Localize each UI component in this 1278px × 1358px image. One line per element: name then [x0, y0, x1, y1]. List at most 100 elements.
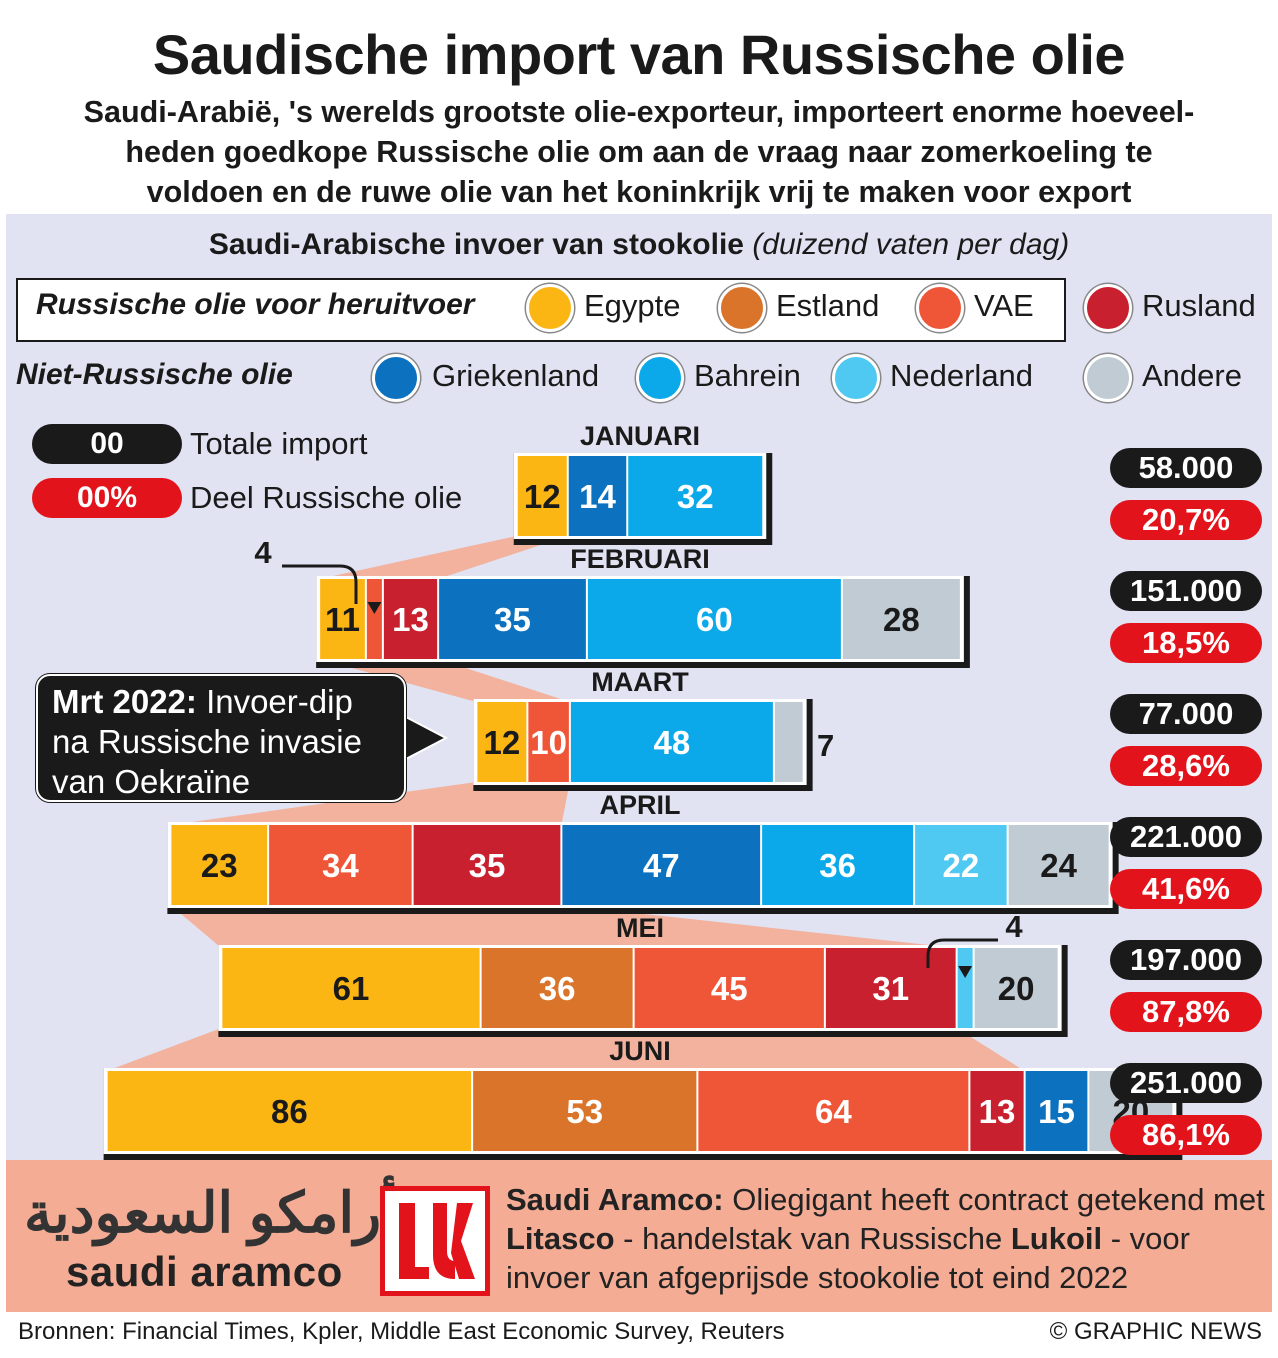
russian-share-band [319, 659, 570, 702]
bar-value-label: 13 [392, 601, 429, 638]
bar-value-label: 23 [201, 847, 238, 884]
pointer-arrow [926, 938, 998, 968]
share-pill-juni: 86,1% [1110, 1115, 1262, 1155]
bar-value-label: 28 [883, 601, 920, 638]
total-pill-januari: 58.000 [1110, 448, 1262, 488]
pointer-arrow [282, 564, 358, 604]
russian-share-band [319, 536, 568, 579]
bar-value-label: 24 [1040, 847, 1077, 884]
bar-value-label: 47 [643, 847, 680, 884]
total-pill-april: 221.000 [1110, 817, 1262, 857]
month-label-april: APRIL [599, 790, 681, 820]
bar-segment-bahrein-februari [587, 579, 841, 659]
bar-segment-vae-juni [698, 1071, 969, 1151]
callout-line: na Russische invasie [52, 723, 362, 760]
note-bold-lukoil: Lukoil [1010, 1221, 1103, 1256]
aramco-logo-latin: saudi aramco [66, 1248, 343, 1295]
total-pill-februari: 151.000 [1110, 571, 1262, 611]
legend-non-russian-heading: Niet-Russische olie [16, 358, 293, 391]
chart-title-main: Saudi-Arabische invoer van stookolie [208, 228, 744, 261]
legend-swatch-vae [916, 284, 964, 332]
bar-segment-egypte-maart [477, 702, 527, 782]
bar-segment-rusland-juni [970, 1071, 1024, 1151]
aramco-logo-arabic: أرامكو السعودية [24, 1181, 397, 1244]
bar-segment-vae-februari [366, 579, 382, 659]
bar-segment-egypte-januari [517, 456, 567, 536]
bar-value-label: 45 [711, 970, 748, 1007]
bar-segment-griekenland-juni [1025, 1071, 1088, 1151]
share-pill-maart: 28,6% [1110, 746, 1262, 786]
bar-segment-andere-mei [974, 948, 1058, 1028]
bar-segment-vae-april [269, 825, 412, 905]
bar-value-label: 36 [539, 970, 576, 1007]
bar-segment-nederland-april [915, 825, 1007, 905]
bar-value-label: 34 [322, 847, 359, 884]
bar-value-label: 14 [579, 478, 616, 515]
page-title: Saudische import van Russische olie [152, 23, 1126, 86]
bar-value-label: 35 [469, 847, 506, 884]
intro-text: Saudi-Arabië, 's werelds grootste olie-e… [16, 92, 1262, 212]
bar-value-label: 20 [998, 970, 1035, 1007]
legend-russian-heading: Russische olie voor heruitvoer [36, 288, 475, 321]
bar-segment-andere-maart [774, 702, 803, 782]
callout-bold: Mrt 2022: [52, 683, 197, 720]
month-label-maart: MAART [591, 667, 689, 697]
bar-value-label: 10 [530, 724, 567, 761]
bar-segment-griekenland-januari [568, 456, 627, 536]
legend-label-estland: Estland [776, 288, 880, 323]
bar-value-label-outside: 4 [1005, 909, 1023, 944]
russian-share-band [170, 782, 570, 825]
intro-line: heden goedkope Russische olie om aan de … [125, 135, 1153, 169]
bar-segment-egypte-mei [222, 948, 480, 1028]
bar-segment-andere-april [1008, 825, 1109, 905]
note-text: - voor invoer van afgeprijsde stookolie … [506, 1221, 1190, 1295]
bar-value-label: 36 [819, 847, 856, 884]
total-pill-maart: 77.000 [1110, 694, 1262, 734]
legend-label-griekenland: Griekenland [432, 358, 600, 393]
bar-segment-rusland-april [413, 825, 561, 905]
bar-segment-rusland-mei [825, 948, 956, 1028]
key-share-pill: 00% [32, 478, 182, 518]
bar-value-label: 86 [271, 1093, 308, 1130]
share-pill-april: 41,6% [1110, 869, 1262, 909]
month-label-mei: MEI [615, 913, 664, 943]
bar-segment-griekenland-april [562, 825, 761, 905]
russian-share-band [106, 1028, 1025, 1071]
legend-label-vae: VAE [974, 288, 1034, 323]
callout-line: Invoer-dip [206, 683, 353, 720]
total-pill-mei: 197.000 [1110, 940, 1262, 980]
note-text: Oliegigant heeft contract getekend met [723, 1182, 1265, 1217]
bar-value-label: 48 [654, 724, 691, 761]
month-label-juni: JUNI [609, 1036, 671, 1066]
bar-segment-estland-juni [473, 1071, 697, 1151]
sources-text: Bronnen: Financial Times, Kpler, Middle … [18, 1318, 785, 1345]
bar-segment-griekenland-februari [439, 579, 586, 659]
key-total-pill: 00 [32, 424, 182, 464]
chart-title: Saudi-Arabische invoer van stookolie (du… [0, 228, 1278, 262]
lukoil-logo [380, 1186, 490, 1296]
legend-swatch-rusland [1084, 284, 1132, 332]
bar-value-label: 31 [872, 970, 909, 1007]
bar-value-label: 64 [815, 1093, 852, 1130]
callout-pointer [403, 714, 449, 762]
bar-segment-bahrein-maart [570, 702, 773, 782]
share-pill-januari: 20,7% [1110, 500, 1262, 540]
bar-segment-andere-februari [842, 579, 960, 659]
bar-value-label: 53 [566, 1093, 603, 1130]
legend-label-egypte: Egypte [584, 288, 681, 323]
bar-segment-nederland-mei [957, 948, 973, 1028]
legend-label-andere: Andere [1142, 358, 1242, 393]
bar-value-label-outside: 7 [817, 728, 834, 763]
legend-swatch-estland [718, 284, 766, 332]
share-pill-mei: 87,8% [1110, 992, 1262, 1032]
bar-value-label: 12 [484, 724, 521, 761]
key-total-label: Totale import [190, 426, 368, 461]
intro-line: Saudi-Arabië, 's werelds grootste olie-e… [83, 95, 1195, 129]
bar-value-label: 15 [1038, 1093, 1075, 1130]
legend-label-rusland: Rusland [1142, 288, 1256, 323]
legend-swatch-nederland [832, 354, 880, 402]
legend-swatch-bahrein [636, 354, 684, 402]
aramco-note: Saudi Aramco: Oliegigant heeft contract … [506, 1180, 1266, 1297]
russian-share-band [170, 905, 957, 948]
bar-value-label: 60 [696, 601, 733, 638]
